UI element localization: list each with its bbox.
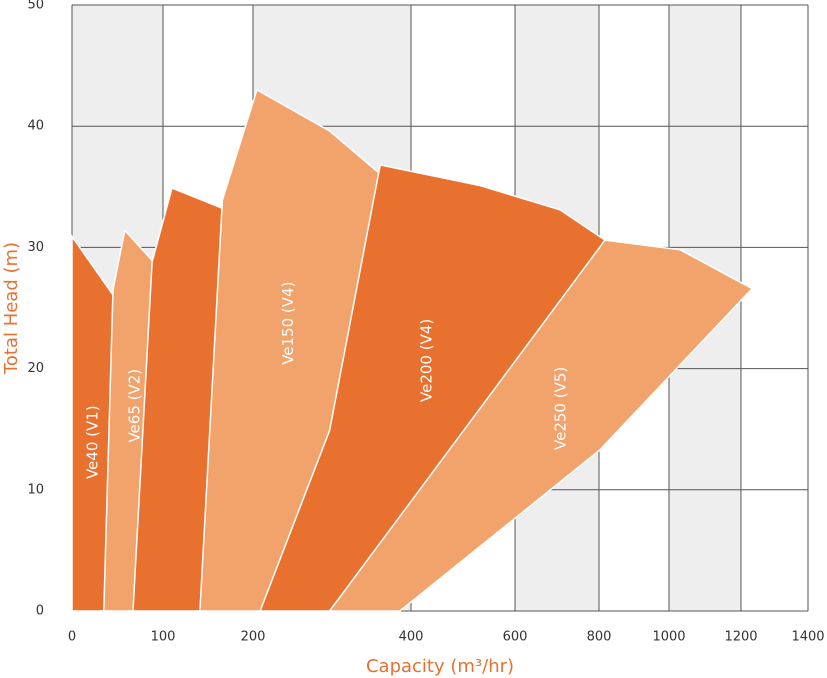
region-label: Ve65 (V2) <box>126 369 144 443</box>
y-tick-label: 50 <box>27 0 44 13</box>
y-tick-label: 30 <box>27 240 44 255</box>
region-label: Ve150 (V4) <box>279 282 297 365</box>
x-tick-label: 600 <box>503 630 528 645</box>
x-tick-label: 1400 <box>791 630 824 645</box>
y-tick-label: 40 <box>27 119 44 134</box>
y-tick-label: 20 <box>27 361 44 376</box>
region-label: Ve250 (V5) <box>552 367 570 450</box>
x-tick-label: 1000 <box>652 630 685 645</box>
region-label: Ve40 (V1) <box>83 405 101 479</box>
x-tick-label: 1200 <box>724 630 757 645</box>
region-label: Ve200 (V4) <box>417 319 435 402</box>
y-axis-title: Total Head (m) <box>1 242 22 375</box>
x-axis-title: Capacity (m³/hr) <box>366 656 514 677</box>
x-tick-label: 800 <box>587 630 612 645</box>
x-tick-label: 400 <box>399 630 424 645</box>
x-tick-label: 0 <box>68 630 76 645</box>
x-tick-label: 100 <box>151 630 176 645</box>
region <box>328 239 754 612</box>
y-tick-label: 10 <box>27 482 44 497</box>
x-tick-label: 200 <box>241 630 266 645</box>
y-tick-label: 0 <box>36 604 44 619</box>
